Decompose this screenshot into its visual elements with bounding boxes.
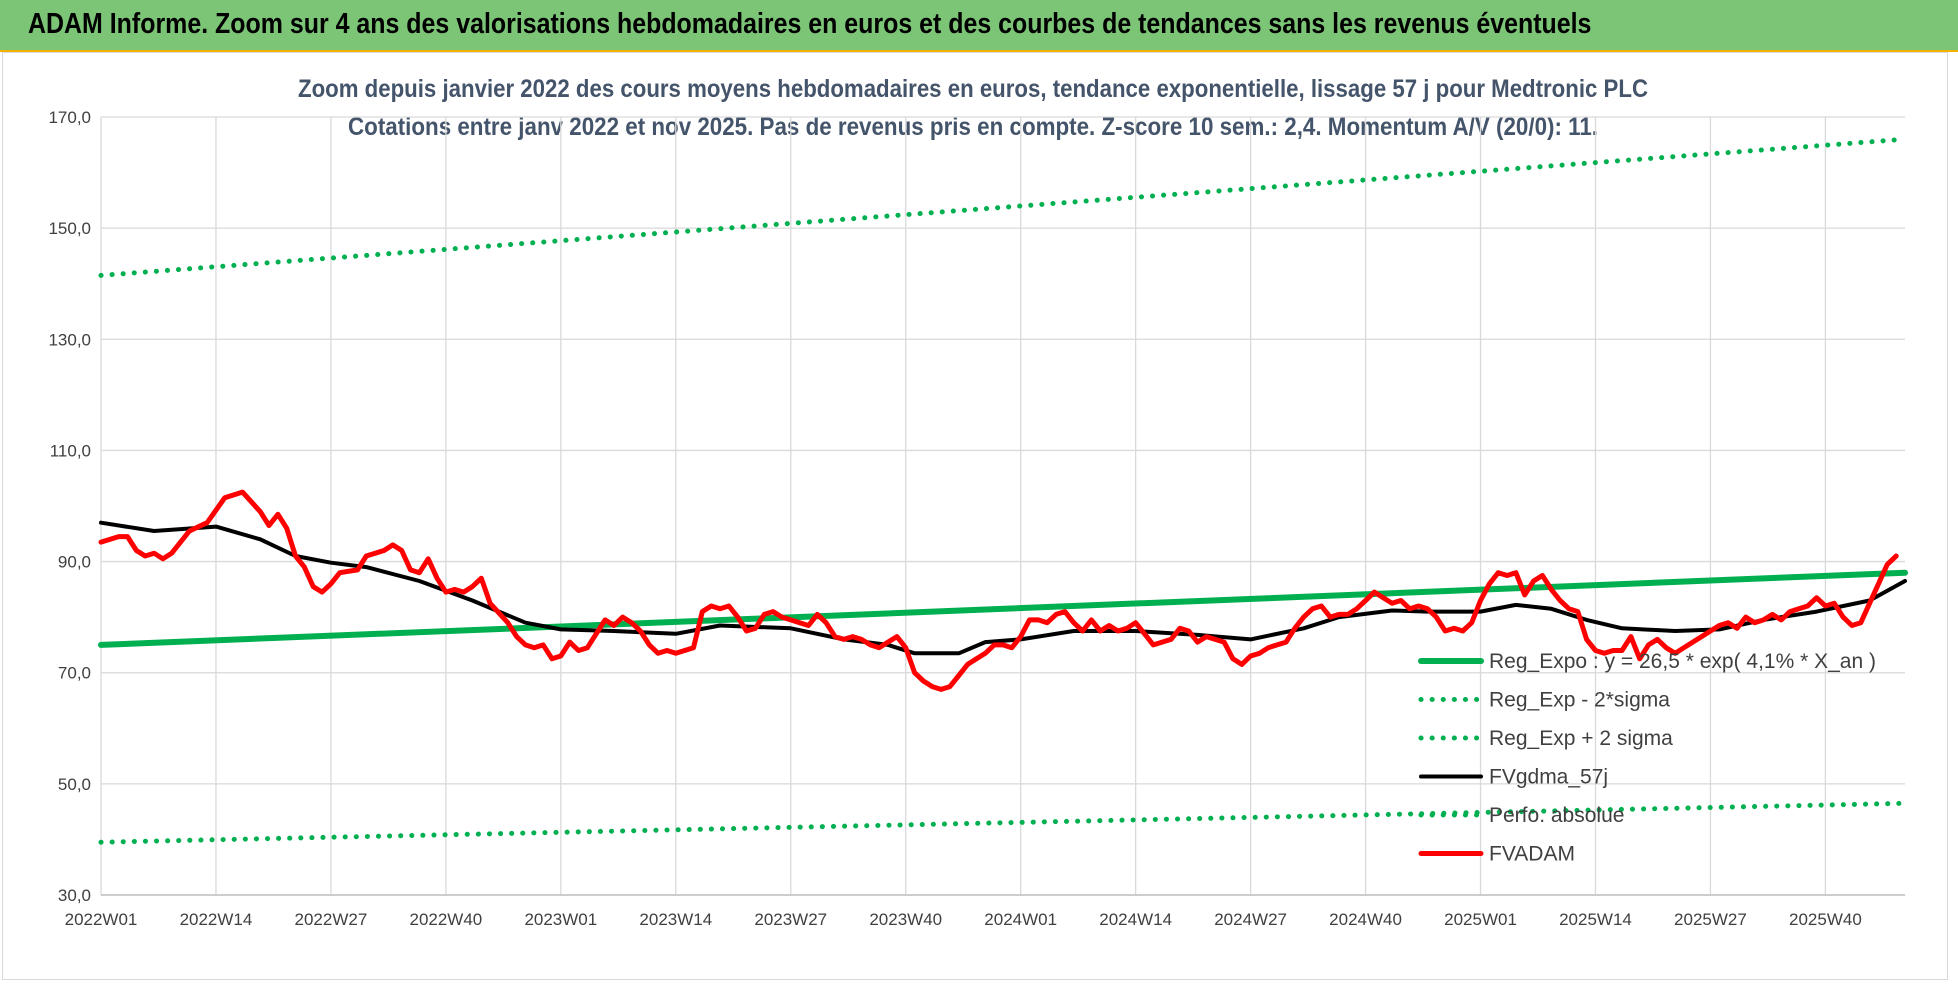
line-chart: Zoom depuis janvier 2022 des cours moyen… (48, 75, 1908, 929)
x-tick-label: 2023W40 (869, 910, 942, 929)
chart-frame: Zoom depuis janvier 2022 des cours moyen… (2, 52, 1948, 980)
chart-title-line-1: Zoom depuis janvier 2022 des cours moyen… (298, 75, 1648, 103)
report-title: ADAM Informe. Zoom sur 4 ans des valoris… (28, 8, 1592, 40)
y-tick-label: 30,0 (58, 886, 91, 905)
series-line-fvgdma-57j (99, 520, 1907, 656)
series-line-reg-expo-y-26-5-exp-4-1-x-an (98, 569, 1908, 648)
gridlines (100, 116, 1905, 896)
x-tick-label: 2025W14 (1559, 910, 1632, 929)
series-line-reg-exp-2-sigma (98, 800, 1908, 845)
legend-label: Reg_Exp + 2 sigma (1489, 727, 1673, 750)
y-tick-label: 170,0 (48, 108, 91, 127)
report-banner: ADAM Informe. Zoom sur 4 ans des valoris… (0, 0, 1958, 52)
x-tick-label: 2022W27 (295, 910, 368, 929)
x-tick-label: 2024W14 (1099, 910, 1172, 929)
x-tick-label: 2022W01 (65, 910, 138, 929)
plot-area (98, 136, 1908, 845)
legend: Reg_Expo : y = 26,5 * exp( 4,1% * X_an )… (1418, 650, 1876, 866)
axes: 30,0 50,0 70,0 90,0 110,0 130,0 150,0 170,0 2022… (48, 108, 1905, 929)
x-tick-label: 2022W40 (409, 910, 482, 929)
y-tick-label: 70,0 (58, 664, 91, 683)
x-tick-label: 2024W40 (1329, 910, 1402, 929)
x-tick-label: 2024W01 (984, 910, 1057, 929)
x-tick-label: 2024W27 (1214, 910, 1287, 929)
series-line-reg-exp-2-sigma (98, 136, 1908, 278)
x-tick-label: 2025W27 (1674, 910, 1747, 929)
series-line-fvadam (98, 489, 1899, 692)
y-tick-label: 90,0 (58, 553, 91, 572)
legend-label: FVADAM (1489, 843, 1575, 866)
chart-title-line-2: Cotations entre janv 2022 et nov 2025. P… (348, 113, 1598, 141)
y-tick-label: 130,0 (48, 330, 91, 349)
legend-label: Perfo. absolue (1489, 804, 1624, 827)
x-tick-label: 2025W40 (1789, 910, 1862, 929)
legend-label: Reg_Expo : y = 26,5 * exp( 4,1% * X_an ) (1489, 650, 1876, 673)
x-tick-label: 2023W14 (639, 910, 712, 929)
y-tick-label: 110,0 (50, 441, 91, 460)
y-tick-label: 150,0 (48, 219, 91, 238)
x-tick-label: 2023W27 (754, 910, 827, 929)
y-tick-label: 50,0 (58, 775, 91, 794)
legend-label: FVgdma_57j (1489, 766, 1608, 789)
x-tick-label: 2025W01 (1444, 910, 1517, 929)
legend-label: Reg_Exp - 2*sigma (1489, 689, 1670, 712)
x-tick-label: 2023W01 (524, 910, 597, 929)
x-tick-label: 2022W14 (180, 910, 253, 929)
